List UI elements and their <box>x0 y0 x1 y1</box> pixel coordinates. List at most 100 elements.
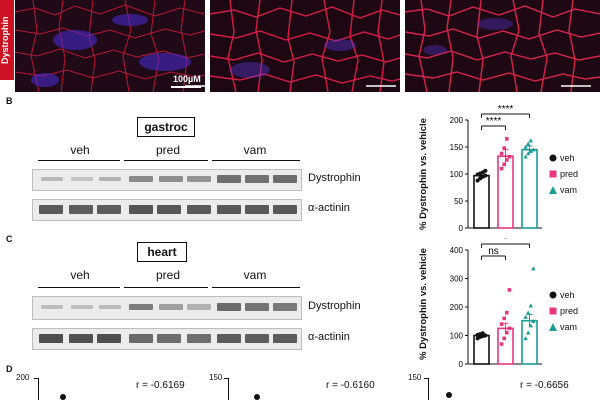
data-point <box>523 314 528 319</box>
data-point <box>528 149 533 154</box>
group-label-veh: veh <box>70 268 90 282</box>
data-point <box>483 168 488 173</box>
correlation-plot-1: 200 r = -0.6169 <box>14 372 204 400</box>
group-label-vam: vam <box>243 268 267 282</box>
blot-label-dystrophin: Dystrophin <box>308 300 361 312</box>
data-point <box>526 151 531 156</box>
panel-letter-c: C <box>6 234 13 244</box>
legend-label: pred <box>560 169 579 179</box>
y-tick-label: 0 <box>459 360 464 369</box>
panel-letter-b: B <box>6 96 13 106</box>
y-tick <box>224 378 229 379</box>
tissue-title-heart: heart <box>137 242 187 262</box>
data-point <box>499 322 504 326</box>
significance-label: * <box>504 238 508 245</box>
legend-item-pred: pred <box>548 303 600 319</box>
y-tick-label: 400 <box>450 246 464 255</box>
group-underline <box>38 287 120 288</box>
y-tick-label: 200 <box>16 373 30 382</box>
data-point <box>507 326 512 331</box>
legend-label: vam <box>560 322 578 332</box>
data-point <box>446 392 452 398</box>
significance-label: ns <box>488 246 499 257</box>
data-point <box>526 141 531 146</box>
data-point <box>499 166 504 171</box>
y-tick-label: 200 <box>450 116 464 125</box>
bar-chart-heart: 0 100 200 300 400 ns * <box>450 238 542 369</box>
scale-bar-label: 100µM <box>173 74 201 84</box>
data-point <box>528 138 533 143</box>
micrograph-image <box>15 0 205 92</box>
data-point <box>526 330 531 335</box>
y-tick <box>424 378 429 379</box>
circle-marker-icon <box>549 154 557 162</box>
scale-bar <box>171 86 201 88</box>
data-point <box>505 310 509 315</box>
y-tick-label: 300 <box>450 275 464 284</box>
data-point <box>502 336 506 341</box>
significance-label: **** <box>486 116 502 127</box>
data-point <box>528 323 533 328</box>
data-point <box>531 147 536 152</box>
y-axis-line <box>428 378 429 400</box>
y-tick-label: 150 <box>209 373 223 382</box>
group-label-vam: vam <box>243 143 267 157</box>
correlation-plot-2: 150 r = -0.6160 <box>206 372 402 400</box>
legend-label: veh <box>560 153 575 163</box>
group-label-veh: veh <box>70 143 90 157</box>
blot-actinin-gastroc <box>32 199 302 221</box>
legend-item-veh: veh <box>548 287 600 303</box>
significance-bracket: * <box>481 238 530 248</box>
data-point <box>502 146 506 150</box>
legend-label: pred <box>560 306 579 316</box>
blot-dystrophin-heart <box>32 296 302 320</box>
group-underline <box>212 160 300 161</box>
data-point <box>523 154 528 159</box>
y-tick-label: 200 <box>450 303 464 312</box>
legend-item-veh: veh <box>548 150 600 166</box>
y-tick-label: 150 <box>408 373 422 382</box>
square-marker-icon <box>549 170 557 178</box>
data-point <box>523 144 528 149</box>
data-point <box>507 154 512 159</box>
micrograph-vam <box>405 0 600 92</box>
significance-bracket: **** <box>481 116 506 130</box>
bar-chart-gastroc: 0 50 100 150 200 ******** <box>450 104 542 233</box>
significance-bracket: **** <box>481 104 530 118</box>
legend-item-pred: pred <box>548 166 600 182</box>
data-point <box>507 288 512 292</box>
significance-bracket: ns <box>481 246 506 260</box>
row-label-dystrophin: Dystrophin <box>0 0 14 80</box>
y-tick-label: 0 <box>459 224 464 233</box>
circle-marker-icon <box>549 291 557 299</box>
legend-item-vam: vam <box>548 182 600 198</box>
data-point <box>526 310 531 315</box>
data-point <box>505 137 509 141</box>
tissue-title-gastroc: gastroc <box>137 117 195 137</box>
data-point <box>483 173 488 178</box>
group-label-pred: pred <box>155 143 181 157</box>
triangle-marker-icon <box>549 186 557 194</box>
micrograph-image <box>405 0 600 92</box>
micrograph-veh: 100µM <box>15 0 205 92</box>
group-label-pred: pred <box>155 268 181 282</box>
correlation-plot-3: 150 r = -0.6656 <box>404 372 600 400</box>
correlation-r-value: r = -0.6169 <box>136 380 185 391</box>
data-point <box>523 336 528 341</box>
blot-dystrophin-gastroc <box>32 169 302 191</box>
legend-gastroc: veh pred vam <box>548 150 600 198</box>
data-point <box>483 333 488 338</box>
panel-letter-d: D <box>6 364 13 374</box>
correlation-r-value: r = -0.6656 <box>520 380 569 391</box>
data-point <box>499 342 504 346</box>
data-point <box>60 394 66 400</box>
legend-label: vam <box>560 185 578 195</box>
y-tick <box>34 378 39 379</box>
square-marker-icon <box>549 307 557 315</box>
group-underline <box>124 160 208 161</box>
legend-item-vam: vam <box>548 319 600 335</box>
micrograph-image <box>210 0 400 92</box>
legend-label: veh <box>560 290 575 300</box>
data-point <box>502 316 506 321</box>
micrograph-pred <box>210 0 400 92</box>
